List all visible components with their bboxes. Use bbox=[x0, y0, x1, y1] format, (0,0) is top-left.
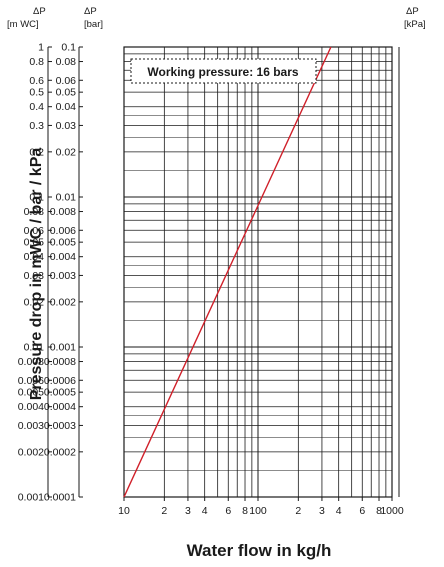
y-tick-label: 0.5 bbox=[29, 87, 44, 99]
y-axis-headers: ΔP [m WC] ΔP [bar] ΔP [kPa] bbox=[7, 6, 426, 30]
x-tick-label: 8 bbox=[376, 505, 382, 517]
y-tick-label: 0.0001 bbox=[44, 492, 76, 504]
y-tick-label: 0.006 bbox=[50, 225, 76, 237]
y-tick-label: 0.0008 bbox=[44, 356, 76, 368]
y-tick-label: 0.02 bbox=[56, 146, 77, 158]
y-tick-label: 0.005 bbox=[50, 237, 76, 249]
y-tick-label: 0.8 bbox=[29, 56, 44, 68]
y-tick-label: 0.0004 bbox=[44, 401, 76, 413]
y-tick-label: 0.008 bbox=[18, 356, 44, 368]
y-axis-header-symbol: ΔP bbox=[84, 6, 97, 17]
y-tick-label: 0.003 bbox=[50, 270, 76, 282]
x-tick-label: 6 bbox=[359, 505, 365, 517]
y-tick-label: 0.0002 bbox=[44, 446, 76, 458]
x-tick-label: 2 bbox=[295, 505, 301, 517]
y-tick-label: 0.0005 bbox=[44, 387, 76, 399]
y-tick-label: 0.01 bbox=[24, 342, 45, 354]
x-tick-label: 6 bbox=[225, 505, 231, 517]
y-tick-label: 0.002 bbox=[50, 296, 76, 308]
y-tick-label: 0.03 bbox=[56, 120, 77, 132]
x-tick-label: 3 bbox=[319, 505, 325, 517]
annotation-box bbox=[130, 58, 317, 84]
y-tick-label: 0.3 bbox=[29, 120, 44, 132]
y-tick-label: 0.004 bbox=[50, 251, 76, 263]
y-tick-label: 0.2 bbox=[29, 146, 44, 158]
y-tick-label: 0.003 bbox=[18, 420, 44, 432]
y-axis-header-unit: [m WC] bbox=[7, 19, 39, 30]
y-tick-label: 0.02 bbox=[24, 296, 45, 308]
x-axis-title: Water flow in kg/h bbox=[187, 541, 332, 560]
y-tick-label: 0.008 bbox=[50, 206, 76, 218]
y-axis-header-unit: [kPa] bbox=[404, 19, 426, 30]
y-tick-label: 0.6 bbox=[29, 75, 44, 87]
chart-grid bbox=[124, 47, 392, 497]
chart-frame bbox=[47, 46, 400, 498]
y-tick-label: 0.1 bbox=[61, 42, 76, 54]
y-tick-label: 0.004 bbox=[18, 401, 44, 413]
x-tick-label: 8 bbox=[242, 505, 248, 517]
y-tick-label: 0.0006 bbox=[44, 375, 76, 387]
y-tick-label: 0.05 bbox=[24, 237, 45, 249]
y-tick-label: 0.0003 bbox=[44, 420, 76, 432]
x-tick-label: 2 bbox=[161, 505, 167, 517]
y-tick-label: 0.04 bbox=[56, 101, 77, 113]
y-tick-label: 0.03 bbox=[24, 270, 45, 282]
y-tick-label: 0.05 bbox=[56, 87, 77, 99]
y-tick-label: 0.04 bbox=[24, 251, 45, 263]
y-tick-label: 0.001 bbox=[18, 492, 44, 504]
y-tick-label: 0.002 bbox=[18, 446, 44, 458]
annotation-text: Working pressure: 16 bars bbox=[147, 65, 298, 79]
y-tick-labels: 10.80.60.50.40.30.20.10.080.060.050.040.… bbox=[18, 42, 83, 504]
series-line bbox=[123, 46, 332, 498]
x-tick-label: 100 bbox=[249, 505, 267, 517]
pressure-curve bbox=[123, 46, 332, 498]
y-tick-label: 0.08 bbox=[56, 56, 77, 68]
y-tick-label: 0.1 bbox=[29, 192, 44, 204]
y-axis-title: Pressure drop in mWC / bar / kPa bbox=[28, 148, 45, 401]
x-tick-label: 10 bbox=[118, 505, 130, 517]
y-tick-label: 0.006 bbox=[18, 375, 44, 387]
y-tick-label: 0.4 bbox=[29, 101, 44, 113]
y-tick-label: 0.06 bbox=[24, 225, 45, 237]
y-axis-header-unit: [bar] bbox=[84, 19, 103, 30]
y-tick-label: 0.01 bbox=[56, 192, 77, 204]
y-tick-label: 0.08 bbox=[24, 206, 45, 218]
y-tick-label: 0.001 bbox=[50, 342, 76, 354]
y-axis-header-symbol: ΔP bbox=[406, 6, 419, 17]
y-tick-label: 1 bbox=[38, 42, 44, 54]
x-tick-label: 1000 bbox=[380, 505, 404, 517]
y-axis-header-symbol: ΔP bbox=[33, 6, 46, 17]
y-tick-label: 0.005 bbox=[18, 387, 44, 399]
working-pressure-annotation: Working pressure: 16 bars bbox=[130, 58, 317, 84]
x-tick-label: 4 bbox=[202, 505, 208, 517]
y-tick-label: 0.06 bbox=[56, 75, 77, 87]
x-tick-label: 4 bbox=[336, 505, 342, 517]
x-tick-label: 3 bbox=[185, 505, 191, 517]
